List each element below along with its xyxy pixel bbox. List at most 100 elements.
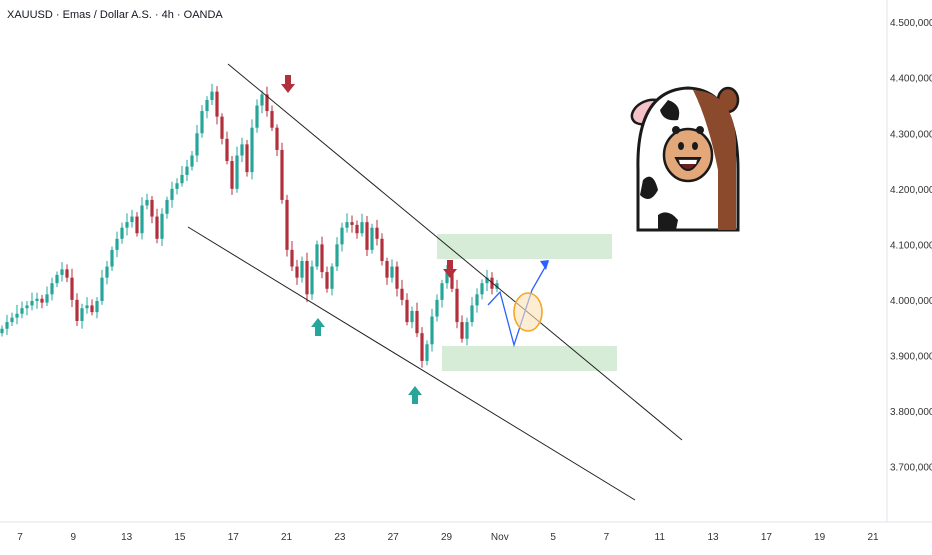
y-tick-label: 4.300,000 xyxy=(890,129,932,140)
x-tick-label: Nov xyxy=(491,532,509,543)
candle-body xyxy=(0,328,4,334)
candle-body xyxy=(165,199,169,214)
candle-body xyxy=(65,269,69,278)
x-tick-label: 7 xyxy=(17,532,23,543)
candle-body xyxy=(245,144,249,173)
candle-body xyxy=(330,266,334,289)
candle-body xyxy=(5,322,9,329)
candle-body xyxy=(300,261,304,278)
price-axis[interactable]: 3.700,000 3.800,000 3.900,000 4.000,000 4.10… xyxy=(890,18,932,473)
candle-body xyxy=(305,261,309,295)
candle-body xyxy=(130,216,134,223)
candle-body xyxy=(230,161,234,189)
resistance-zone xyxy=(437,234,612,259)
x-tick-label: 7 xyxy=(604,532,610,543)
candle-body xyxy=(345,222,349,228)
y-tick-label: 3.800,000 xyxy=(890,407,932,418)
y-tick-label: 4.500,000 xyxy=(890,18,932,29)
candle-body xyxy=(280,149,284,200)
candle-body xyxy=(295,266,299,278)
candle-body xyxy=(235,155,239,189)
x-tick-label: 13 xyxy=(708,532,720,543)
candle-body xyxy=(460,322,464,339)
candle-body xyxy=(120,227,124,239)
candle-body xyxy=(185,166,189,175)
x-tick-label: 13 xyxy=(121,532,133,543)
candle-body xyxy=(480,283,484,295)
x-tick-label: 29 xyxy=(441,532,453,543)
candle-body xyxy=(340,227,344,245)
candle-body xyxy=(55,274,59,284)
candle-body xyxy=(315,244,319,267)
candle-body xyxy=(10,317,14,323)
candle-body xyxy=(275,127,279,150)
projection-path xyxy=(487,261,549,348)
candles-layer xyxy=(0,83,499,368)
candle-body xyxy=(355,224,359,234)
x-tick-label: 17 xyxy=(228,532,240,543)
candle-body xyxy=(105,266,109,278)
candle-body xyxy=(40,298,44,303)
candle-body xyxy=(375,227,379,239)
x-tick-label: 15 xyxy=(174,532,186,543)
candle-body xyxy=(455,288,459,323)
y-tick-label: 3.700,000 xyxy=(890,462,932,473)
lower-trendline xyxy=(187,226,636,501)
candle-body xyxy=(400,288,404,300)
candle-body xyxy=(210,91,214,100)
buy-arrow-icon xyxy=(311,318,325,336)
candle-body xyxy=(205,99,209,112)
candle-body xyxy=(125,222,129,228)
candle-body xyxy=(75,299,79,321)
candle-body xyxy=(220,116,224,139)
candle-body xyxy=(100,277,104,301)
candle-body xyxy=(370,227,374,250)
candle-body xyxy=(385,261,389,278)
highlight-circle xyxy=(513,292,543,332)
candle-body xyxy=(450,272,454,289)
candle-body xyxy=(440,283,444,300)
candle-body xyxy=(485,277,489,284)
annotations-layer xyxy=(187,63,683,501)
candle-body xyxy=(285,199,289,250)
candle-body xyxy=(180,174,184,184)
y-tick-label: 4.400,000 xyxy=(890,74,932,85)
candle-body xyxy=(320,244,324,273)
candle-body xyxy=(30,300,34,306)
candle-body xyxy=(110,249,114,267)
time-axis[interactable]: 7 9 13 15 17 21 23 27 29 Nov 5 7 11 13 17 19 21 xyxy=(17,532,879,543)
candle-body xyxy=(475,294,479,306)
candle-body xyxy=(325,272,329,289)
candle-body xyxy=(365,222,369,250)
candle-body xyxy=(190,155,194,167)
candle-body xyxy=(215,91,219,117)
candle-body xyxy=(90,305,94,313)
projection-arrowhead xyxy=(540,260,549,270)
x-tick-label: 21 xyxy=(281,532,293,543)
x-tick-label: 19 xyxy=(814,532,826,543)
y-tick-label: 3.900,000 xyxy=(890,351,932,362)
candle-body xyxy=(20,308,24,314)
candle-body xyxy=(415,310,419,334)
candle-body xyxy=(225,138,229,162)
candle-body xyxy=(115,238,119,250)
sell-arrow-icon xyxy=(443,260,457,278)
upper-trendline xyxy=(227,63,683,441)
candle-body xyxy=(360,222,364,234)
candle-body xyxy=(260,94,264,106)
candle-body xyxy=(445,272,449,284)
support-zone xyxy=(442,346,617,371)
candle-body xyxy=(435,299,439,317)
x-tick-label: 27 xyxy=(388,532,400,543)
candle-body xyxy=(150,199,154,217)
candle-body xyxy=(265,94,269,112)
symbol-title: XAUUSD · Emas / Dollar A.S. · 4h · OANDA xyxy=(7,9,223,21)
candle-body xyxy=(160,213,164,239)
candle-body xyxy=(70,277,74,300)
x-tick-label: 11 xyxy=(655,532,666,543)
x-tick-label: 5 xyxy=(550,532,556,543)
cow-mascot-image xyxy=(630,86,740,232)
